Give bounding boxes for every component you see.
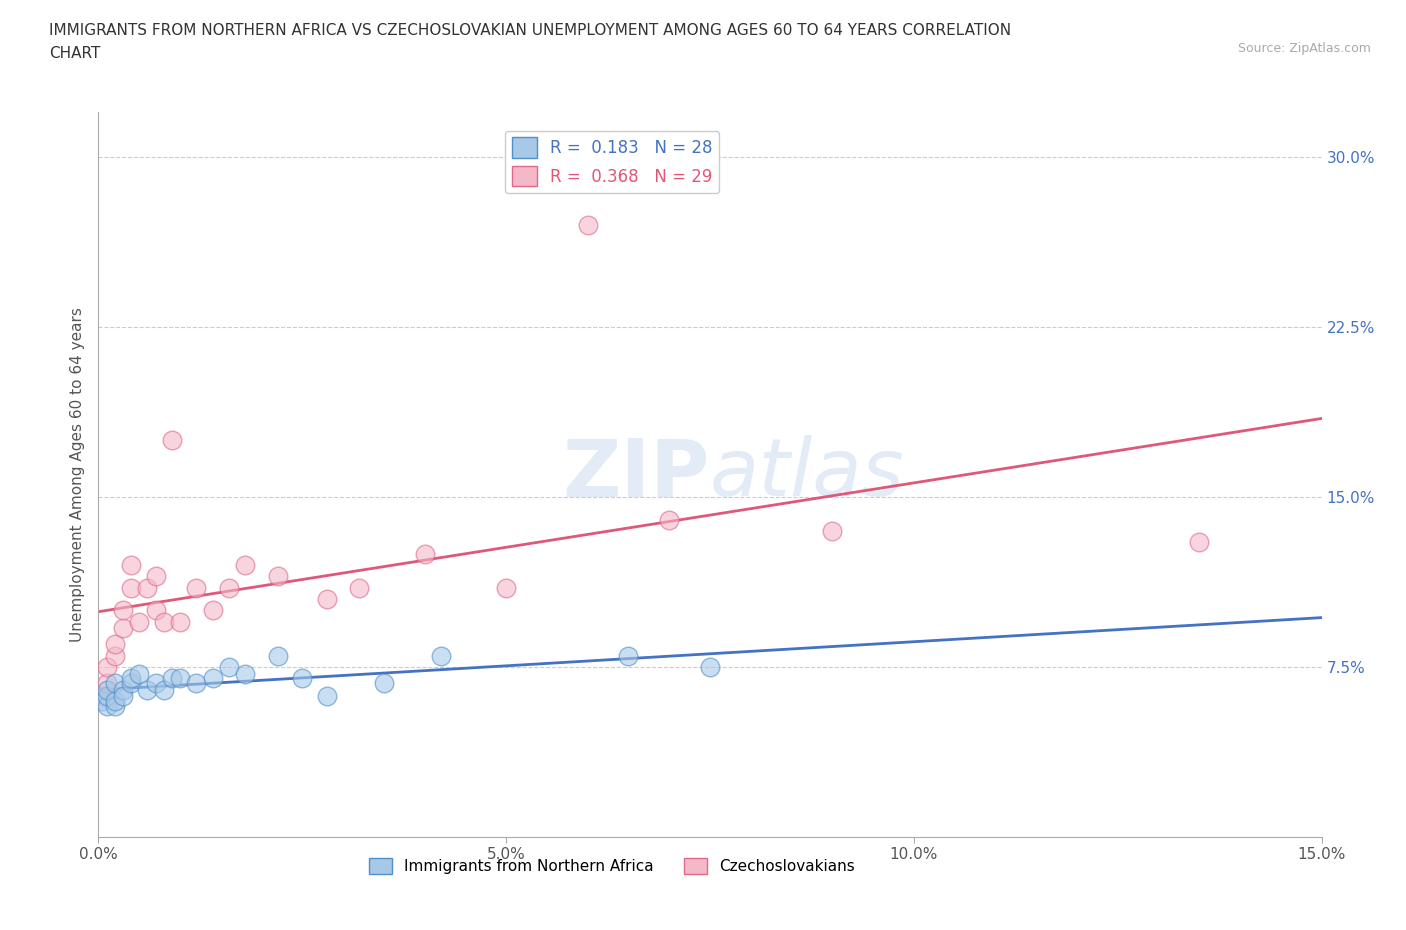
Point xyxy=(267,648,290,663)
Point xyxy=(91,694,114,709)
Point xyxy=(96,698,118,713)
Point xyxy=(104,637,127,652)
Point xyxy=(120,671,142,685)
Point xyxy=(413,546,436,561)
Y-axis label: Unemployment Among Ages 60 to 64 years: Unemployment Among Ages 60 to 64 years xyxy=(69,307,84,642)
Point xyxy=(169,614,191,629)
Point xyxy=(145,569,167,584)
Text: ZIP: ZIP xyxy=(562,435,710,513)
Point xyxy=(658,512,681,527)
Point xyxy=(104,675,127,690)
Point xyxy=(160,432,183,447)
Point xyxy=(111,603,134,618)
Point xyxy=(145,603,167,618)
Point xyxy=(96,689,118,704)
Point xyxy=(233,558,256,573)
Point xyxy=(218,580,240,595)
Point xyxy=(186,580,208,595)
Point xyxy=(373,675,395,690)
Point xyxy=(201,671,224,685)
Point xyxy=(821,524,844,538)
Point xyxy=(699,659,721,674)
Point xyxy=(1188,535,1211,550)
Point xyxy=(576,218,599,232)
Point xyxy=(201,603,224,618)
Point xyxy=(104,694,127,709)
Point xyxy=(267,569,290,584)
Text: Source: ZipAtlas.com: Source: ZipAtlas.com xyxy=(1237,42,1371,55)
Point xyxy=(160,671,183,685)
Point xyxy=(136,580,159,595)
Point xyxy=(136,683,159,698)
Point xyxy=(152,614,174,629)
Text: CHART: CHART xyxy=(49,46,101,61)
Point xyxy=(120,580,142,595)
Point xyxy=(120,675,142,690)
Point xyxy=(128,666,150,681)
Legend: Immigrants from Northern Africa, Czechoslovakians: Immigrants from Northern Africa, Czechos… xyxy=(363,852,862,880)
Point xyxy=(111,683,134,698)
Point xyxy=(291,671,314,685)
Point xyxy=(186,675,208,690)
Point xyxy=(233,666,256,681)
Point xyxy=(111,689,134,704)
Point xyxy=(315,689,337,704)
Point xyxy=(96,659,118,674)
Point xyxy=(111,621,134,636)
Point xyxy=(104,698,127,713)
Point xyxy=(349,580,371,595)
Text: IMMIGRANTS FROM NORTHERN AFRICA VS CZECHOSLOVAKIAN UNEMPLOYMENT AMONG AGES 60 TO: IMMIGRANTS FROM NORTHERN AFRICA VS CZECH… xyxy=(49,23,1011,38)
Point xyxy=(104,648,127,663)
Point xyxy=(315,591,337,606)
Point xyxy=(152,683,174,698)
Point xyxy=(218,659,240,674)
Point xyxy=(495,580,517,595)
Point xyxy=(145,675,167,690)
Point xyxy=(128,614,150,629)
Point xyxy=(91,689,114,704)
Point xyxy=(430,648,453,663)
Point xyxy=(96,683,118,698)
Point xyxy=(120,558,142,573)
Point xyxy=(96,675,118,690)
Point xyxy=(617,648,640,663)
Point xyxy=(169,671,191,685)
Text: atlas: atlas xyxy=(710,435,905,513)
